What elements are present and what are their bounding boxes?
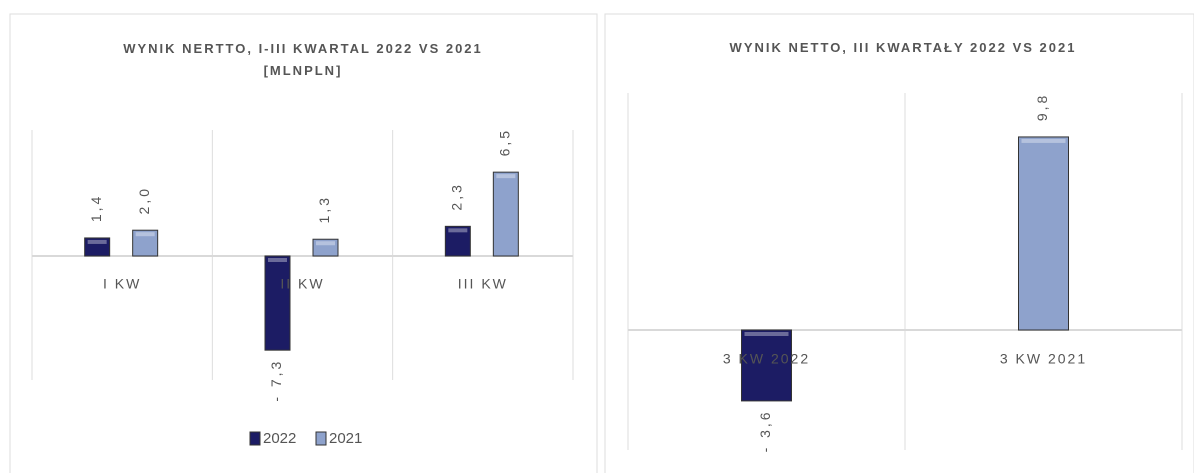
bar-highlight: [744, 332, 789, 336]
legend-label: 2022: [263, 430, 296, 447]
bar-highlight: [496, 174, 516, 179]
bar: [492, 171, 519, 257]
category-label: 3 KW 2021: [1000, 351, 1087, 367]
bar: [312, 238, 339, 257]
category-label: II KW: [280, 276, 324, 292]
chart-title: WYNIK NETTO, III KWARTAŁY 2022 VS 2021: [729, 40, 1077, 55]
category-label: I KW: [103, 276, 141, 292]
title-box: WYNIK NETTO, III KWARTAŁY 2022 VS 2021: [729, 40, 1077, 55]
data-label: 6,5: [497, 128, 513, 156]
bar: [264, 255, 291, 351]
data-label: - 3,6: [757, 409, 773, 452]
data-label: 9,8: [1034, 93, 1050, 121]
category-label: 3 KW 2022: [723, 351, 810, 367]
data-label: 1,3: [316, 195, 332, 223]
category-label: III KW: [458, 276, 508, 292]
bar: [132, 229, 159, 257]
bar: [741, 329, 792, 402]
data-label: 2,3: [449, 182, 465, 210]
bar-highlight: [1021, 138, 1066, 143]
data-label: 2,0: [136, 186, 152, 214]
bar: [84, 237, 111, 257]
bar: [444, 225, 471, 257]
bar-highlight: [448, 228, 468, 233]
title-box: WYNIK NERTTO, I-III KWARTAL 2022 VS 2021…: [123, 41, 483, 78]
bar-highlight: [316, 241, 335, 246]
bar-highlight: [268, 258, 287, 262]
bar-highlight: [135, 232, 155, 237]
bar: [1018, 136, 1069, 331]
chart-title: WYNIK NERTTO, I-III KWARTAL 2022 VS 2021…: [123, 41, 483, 78]
chart-frame: [604, 13, 1194, 473]
data-label: 1,4: [88, 194, 104, 222]
legend-label: 2021: [329, 430, 362, 447]
data-label: - 7,3: [268, 359, 284, 402]
legend-swatch: [249, 431, 261, 446]
bar-highlight: [87, 239, 107, 244]
legend-swatch: [315, 431, 327, 446]
